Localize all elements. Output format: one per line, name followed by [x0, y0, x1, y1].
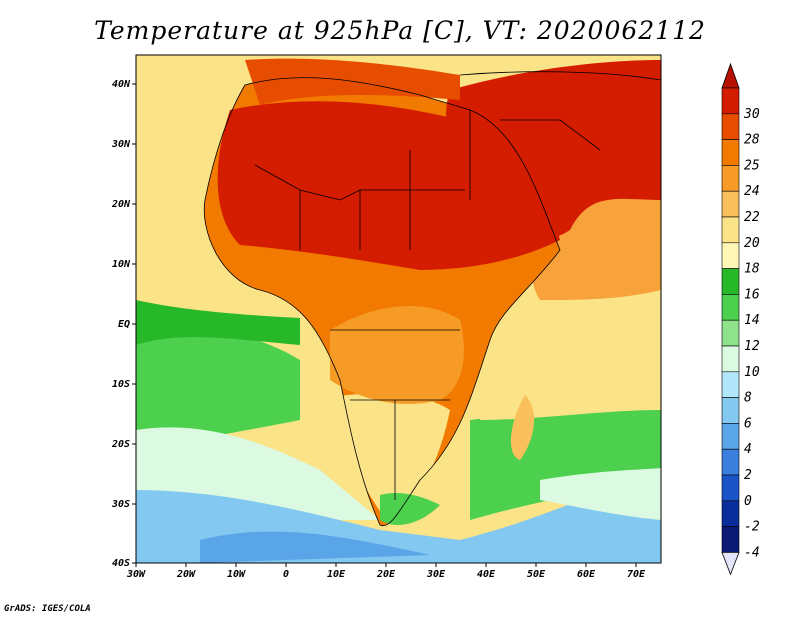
latitude-axis: 40N 30N 20N 10N EQ 10S 20S 30S 40S: [111, 79, 136, 569]
colorbar-label: 6: [744, 416, 752, 431]
colorbar-label: 24: [744, 184, 760, 199]
colorbar-swatch: [721, 474, 740, 502]
lat-tick-label: 20S: [111, 439, 130, 450]
lat-tick-label: 10N: [112, 259, 131, 270]
colorbar-swatch: [721, 165, 740, 192]
southern-africa-yellow: [320, 393, 450, 525]
lon-tick-label: 10W: [227, 569, 246, 580]
indian-ocean-yellow: [480, 270, 661, 420]
lon-tick-label: 30W: [126, 569, 146, 580]
colorbar-swatch: [721, 448, 740, 476]
colorbar-bottom-arrow: [721, 552, 740, 576]
lon-tick-label: 60E: [577, 569, 596, 580]
lon-tick-label: 50E: [527, 569, 546, 580]
colorbar-label: 14: [744, 313, 760, 328]
atlantic-green-band: [136, 300, 300, 345]
colorbar-label: 2: [744, 468, 752, 483]
colorbar-label: -2: [744, 520, 760, 535]
country-borders: [203, 71, 661, 527]
colorbar-top-arrow: [721, 62, 740, 89]
colorbar-label: 4: [744, 442, 752, 457]
lat-tick-label: 40S: [112, 558, 130, 569]
lat-tick-label: 10S: [112, 379, 130, 390]
lon-tick-label: 0: [283, 569, 289, 580]
colorbar-swatch: [721, 216, 740, 244]
colorbar-swatch: [721, 268, 740, 295]
colorbar-label: 16: [744, 287, 760, 302]
colorbar-label: 8: [744, 391, 752, 406]
colorbar-label: 28: [744, 133, 760, 148]
lat-tick-label: EQ: [118, 319, 130, 330]
colorbar-swatch: [721, 371, 740, 398]
colorbar-swatch: [721, 87, 740, 115]
colorbar-label: 10: [744, 365, 760, 380]
lon-tick-label: 40E: [477, 569, 496, 580]
lon-tick-label: 20W: [176, 569, 196, 580]
colorbar-swatch: [721, 397, 740, 424]
colorbar-label: -4: [744, 545, 760, 560]
colorbar-swatch: [721, 423, 740, 450]
colorbar-swatch: [721, 113, 740, 140]
lat-tick-label: 40N: [112, 79, 131, 90]
colorbar-swatch: [721, 294, 740, 321]
longitude-axis: 30W 20W 10W 0 10E 20E 30E 40E 50E 60E 70E: [126, 563, 646, 580]
colorbar-swatch: [721, 242, 740, 269]
colorbar-label: 30: [743, 107, 760, 122]
south-ocean-deep: [200, 531, 430, 563]
colorbar-swatch: [721, 500, 740, 527]
south-atlantic-green: [136, 330, 300, 450]
lon-tick-label: 10E: [327, 569, 346, 580]
lon-tick-label: 30E: [426, 569, 446, 580]
colorbar-swatch: [721, 190, 740, 218]
arabia-hot: [446, 60, 661, 240]
colorbar-label: 0: [744, 494, 752, 509]
lon-tick-label: 70E: [627, 569, 646, 580]
colorbar-swatch: [721, 526, 740, 553]
lat-tick-label: 20N: [111, 199, 131, 210]
colorbar-swatch: [721, 345, 740, 373]
colorbar-label: 25: [744, 158, 760, 173]
colorbar-swatch: [721, 319, 740, 347]
map-title: Temperature at 925hPa [C], VT: 202006211…: [94, 16, 706, 45]
europe-hot: [245, 58, 460, 105]
colorbar-label: 22: [744, 210, 760, 225]
lat-tick-label: 30S: [111, 499, 130, 510]
lat-tick-label: 30N: [111, 139, 131, 150]
indian-ocean-light: [540, 468, 661, 520]
madagascar-yellow: [510, 395, 535, 460]
colorbar-swatch: [721, 139, 740, 166]
grads-credit: GrADS: IGES/COLA: [4, 604, 91, 614]
central-africa-orange: [330, 306, 464, 404]
lon-tick-label: 20E: [376, 569, 396, 580]
colorbar-label: 20: [744, 236, 760, 251]
map-frame: [135, 54, 662, 564]
colorbar-label: 12: [744, 339, 760, 354]
colorbar-label: 18: [744, 262, 760, 277]
temperature-field: [136, 55, 661, 563]
